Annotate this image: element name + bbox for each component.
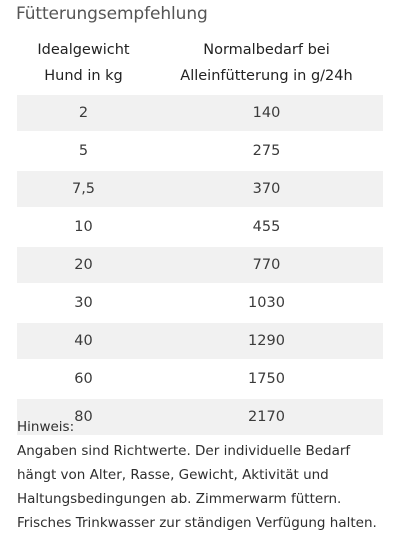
requirement-cell: 455 [252, 219, 281, 235]
requirement-cell: 275 [252, 143, 281, 159]
section-title: Fütterungsempfehlung [16, 4, 208, 24]
weight-cell: 40 [74, 333, 93, 349]
notes: Hinweis: Angaben sind Richtwerte. Der in… [17, 415, 387, 535]
weight-cell: 7,5 [71, 181, 96, 197]
header-weight: Idealgewicht Hund in kg [17, 33, 150, 95]
requirement-cell: 1750 [248, 371, 285, 387]
header-weight-line1: Idealgewicht [37, 42, 130, 58]
header-requirement: Normalbedarf bei Alleinfütterung in g/24… [150, 33, 383, 95]
requirement-cell: 2170 [248, 409, 285, 425]
header-requirement-line1: Normalbedarf bei [203, 42, 330, 58]
requirement-cell: 1290 [248, 333, 285, 349]
notes-label: Hinweis: [17, 419, 75, 435]
table-row: 20 770 [17, 247, 383, 283]
weight-cell: 10 [74, 219, 93, 235]
table-row: 30 1030 [17, 285, 383, 321]
requirement-cell: 140 [252, 105, 281, 121]
notes-text: Angaben sind Richtwerte. Der individuell… [17, 443, 377, 531]
table-row: 40 1290 [17, 323, 383, 359]
table-row: 5 275 [17, 133, 383, 169]
feeding-table: Idealgewicht Hund in kg Normalbedarf bei… [17, 33, 383, 437]
requirement-cell: 770 [252, 257, 281, 273]
weight-cell: 20 [74, 257, 93, 273]
table-row: 80 2170 [17, 399, 383, 435]
weight-cell: 5 [78, 143, 89, 159]
table-row: 60 1750 [17, 361, 383, 397]
weight-cell: 80 [74, 409, 93, 425]
weight-cell: 2 [78, 105, 89, 121]
table-row: 7,5 370 [17, 171, 383, 207]
table-row: 10 455 [17, 209, 383, 245]
table-body: 2 140 5 275 7,5 370 10 455 20 770 30 103… [17, 95, 383, 435]
header-requirement-line2: Alleinfütterung in g/24h [180, 68, 353, 84]
header-weight-line2: Hund in kg [44, 68, 123, 84]
table-header: Idealgewicht Hund in kg Normalbedarf bei… [17, 33, 383, 95]
requirement-cell: 370 [252, 181, 281, 197]
requirement-cell: 1030 [248, 295, 285, 311]
weight-cell: 60 [74, 371, 93, 387]
weight-cell: 30 [74, 295, 93, 311]
table-row: 2 140 [17, 95, 383, 131]
